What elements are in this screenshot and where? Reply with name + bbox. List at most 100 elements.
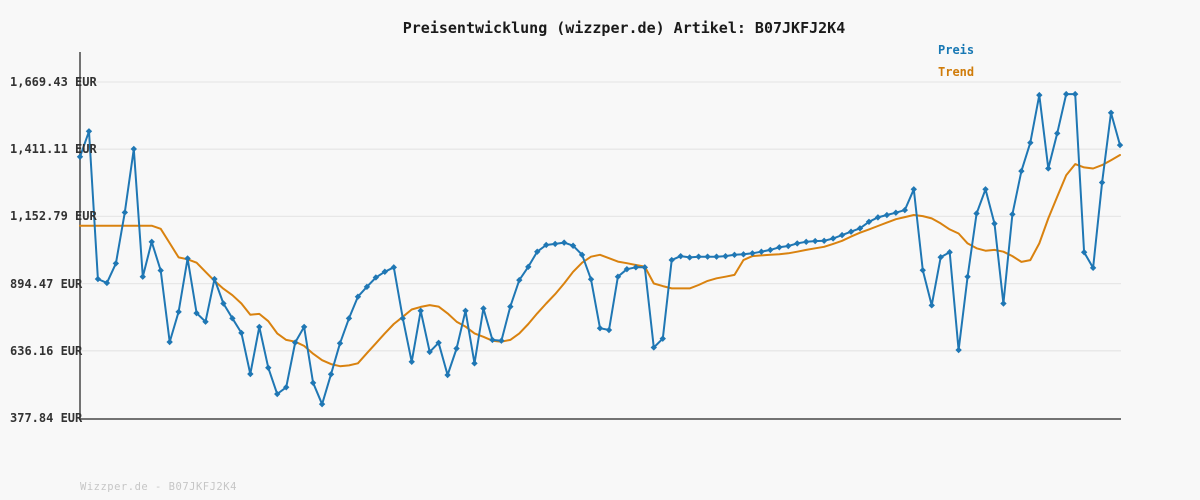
data-point-marker xyxy=(955,346,962,354)
legend-item-preis: Preis xyxy=(938,43,975,57)
data-point-marker xyxy=(534,248,541,255)
data-point-marker xyxy=(193,309,200,317)
data-point-marker xyxy=(740,251,747,258)
data-point-marker xyxy=(659,335,666,342)
data-point-marker xyxy=(444,371,451,379)
data-point-marker xyxy=(202,318,209,325)
data-point-marker xyxy=(372,274,380,281)
data-point-marker xyxy=(991,220,998,227)
data-point-marker xyxy=(596,325,604,332)
data-point-marker xyxy=(623,265,631,273)
data-point-marker xyxy=(605,326,613,334)
y-tick-label: 1,669.43 EUR xyxy=(10,75,97,89)
data-point-marker xyxy=(345,315,353,322)
data-point-marker xyxy=(238,329,245,337)
watermark: Wizzper.de - B07JKFJ2K4 xyxy=(80,481,237,493)
y-tick-label: 894.47 EUR xyxy=(10,276,83,291)
data-point-marker xyxy=(551,240,559,248)
data-point-marker xyxy=(1098,179,1106,186)
data-point-marker xyxy=(1063,90,1070,98)
chart-legend: Preis Trend xyxy=(938,39,974,83)
data-point-marker xyxy=(462,307,469,314)
data-point-marker xyxy=(713,253,720,260)
data-point-marker xyxy=(525,263,532,271)
data-point-marker xyxy=(749,250,756,257)
data-point-marker xyxy=(220,300,227,307)
data-point-marker xyxy=(982,186,989,193)
data-point-marker xyxy=(587,276,595,283)
y-tick-label: 1,152.79 EUR xyxy=(10,209,97,224)
data-point-marker xyxy=(1071,90,1079,98)
data-point-marker xyxy=(677,252,684,260)
data-point-marker xyxy=(274,390,281,398)
data-point-marker xyxy=(157,267,164,274)
data-point-marker xyxy=(937,253,944,261)
y-tick-label: 636.16 EUR xyxy=(10,343,83,358)
data-point-marker xyxy=(1116,141,1124,149)
data-point-marker xyxy=(327,371,335,378)
data-point-marker xyxy=(838,231,846,239)
data-point-marker xyxy=(650,344,657,351)
data-point-marker xyxy=(946,249,953,256)
data-point-marker xyxy=(1018,167,1025,175)
data-point-marker xyxy=(265,364,272,371)
data-point-marker xyxy=(1107,109,1115,117)
data-point-marker xyxy=(811,237,819,245)
data-point-marker xyxy=(103,279,111,287)
series-line-preis xyxy=(79,93,1121,406)
data-point-marker xyxy=(794,240,801,247)
page-title: Preisentwicklung (wizzper.de) Artikel: B… xyxy=(402,19,846,37)
data-point-marker xyxy=(829,235,837,242)
data-point-marker xyxy=(489,336,496,344)
data-point-marker xyxy=(928,302,935,309)
data-point-marker xyxy=(309,379,317,387)
data-point-marker xyxy=(498,337,505,344)
data-point-marker xyxy=(874,214,882,221)
data-point-marker xyxy=(399,315,406,322)
data-point-marker xyxy=(973,210,980,217)
data-point-marker xyxy=(139,273,146,280)
data-point-marker xyxy=(1054,130,1061,137)
data-point-marker xyxy=(803,238,810,246)
data-point-marker xyxy=(516,276,523,284)
series-line-trend xyxy=(79,154,1121,368)
data-point-marker xyxy=(892,209,900,216)
data-point-marker xyxy=(148,238,155,246)
data-point-marker xyxy=(919,266,926,274)
data-point-marker xyxy=(569,242,577,249)
data-point-marker xyxy=(1080,249,1088,256)
data-point-marker xyxy=(722,252,729,260)
data-point-marker xyxy=(480,305,487,312)
data-point-marker xyxy=(578,251,586,259)
data-point-marker xyxy=(283,384,290,391)
data-point-marker xyxy=(408,358,415,365)
data-point-marker xyxy=(686,254,693,261)
data-point-marker xyxy=(758,248,765,255)
y-tick-label: 377.84 EUR xyxy=(10,411,83,425)
data-point-marker xyxy=(856,225,864,232)
data-point-marker xyxy=(112,260,120,267)
data-point-marker xyxy=(471,360,478,367)
data-point-marker xyxy=(94,275,102,283)
data-point-marker xyxy=(1027,139,1034,146)
data-point-marker xyxy=(847,228,855,235)
data-point-marker xyxy=(121,209,129,216)
data-point-marker xyxy=(543,241,550,249)
data-point-marker xyxy=(910,186,917,193)
data-point-marker xyxy=(776,244,783,251)
y-tick-label: 1,411.11 EUR xyxy=(10,142,97,157)
data-point-marker xyxy=(1009,211,1016,218)
data-point-marker xyxy=(426,348,433,356)
data-point-marker xyxy=(507,303,514,310)
data-point-marker xyxy=(1089,264,1097,272)
data-point-marker xyxy=(211,275,218,283)
data-point-marker xyxy=(417,307,424,314)
data-point-marker xyxy=(354,293,362,300)
data-point-marker xyxy=(85,128,93,135)
data-point-marker xyxy=(300,323,308,331)
data-point-marker xyxy=(785,242,792,250)
data-point-marker xyxy=(641,264,649,271)
data-point-marker xyxy=(381,268,389,275)
